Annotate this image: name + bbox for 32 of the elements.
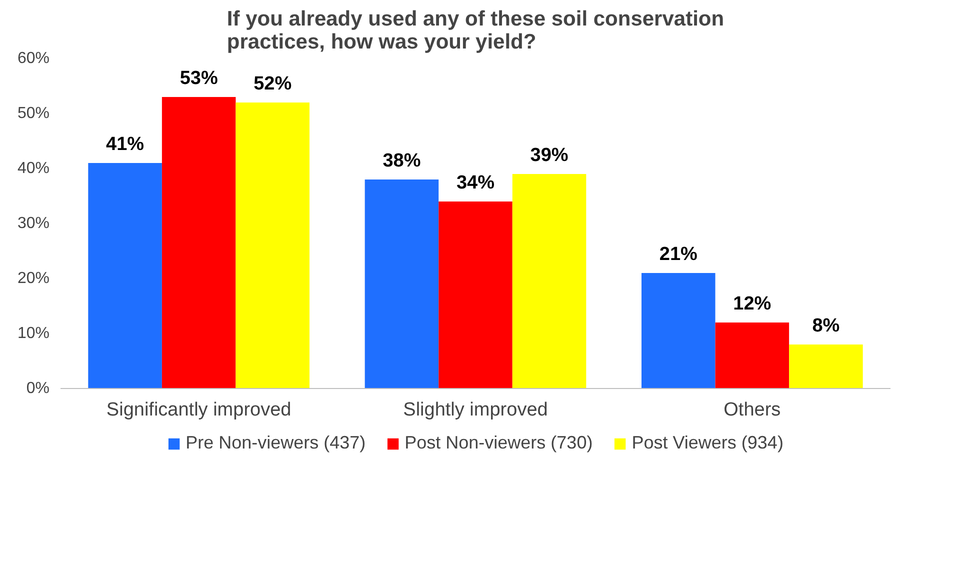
y-tick-label: 40%	[17, 160, 50, 177]
data-label: 8%	[812, 316, 840, 336]
bar	[364, 180, 439, 388]
data-label: 34%	[456, 172, 495, 194]
legend-label: Post Viewers (934)	[632, 432, 784, 454]
bar	[236, 102, 310, 388]
x-tick-label: Others	[724, 400, 781, 420]
x-tick-label: Slightly improved	[403, 400, 548, 420]
data-label: 21%	[659, 244, 698, 265]
bar	[642, 273, 716, 388]
bar	[715, 322, 790, 388]
bar	[162, 97, 236, 388]
legend-label: Pre Non-viewers (437)	[186, 432, 366, 454]
y-tick-label: 10%	[17, 325, 50, 342]
y-tick-label: 60%	[17, 50, 50, 67]
bar	[438, 202, 512, 388]
data-label: 39%	[530, 145, 568, 166]
legend-label: Post Non-viewers (730)	[404, 432, 593, 454]
data-label: 53%	[180, 68, 218, 89]
chart-title: If you already used any of these soil conservation practices, how was your yield?	[226, 8, 724, 54]
data-label: 52%	[254, 74, 292, 94]
data-label: 38%	[382, 150, 421, 172]
bar	[512, 174, 586, 388]
data-label: 12%	[733, 294, 772, 314]
data-label: 41%	[106, 134, 144, 155]
y-tick-label: 0%	[26, 380, 50, 397]
bar	[88, 163, 162, 388]
y-tick-label: 30%	[17, 215, 50, 232]
y-tick-label: 20%	[17, 270, 50, 287]
bar	[789, 344, 863, 388]
y-tick-label: 50%	[17, 105, 50, 122]
x-tick-label: Significantly improved	[106, 400, 292, 420]
